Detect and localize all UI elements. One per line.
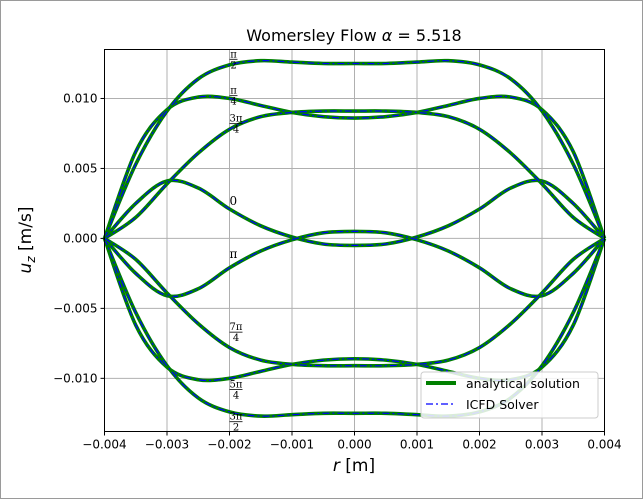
phase-denominator: 4	[233, 125, 239, 136]
analytical-profile-line	[103, 236, 606, 368]
phase-label: π	[230, 247, 238, 261]
phase-numerator: 5π	[230, 380, 243, 391]
phase-fraction-label: 3π2	[229, 412, 243, 434]
x-tick-label: −0.003	[145, 438, 189, 452]
tick-group: −0.004 −0.003 −0.002 −0.001 0.000 0.001 0.002 0…	[53, 91, 622, 451]
legend-icfd-label: ICFD Solver	[466, 397, 539, 412]
phase-denominator: 4	[233, 333, 239, 344]
x-tick-label: −0.002	[207, 438, 251, 452]
phase-fraction-label: π4	[229, 86, 238, 108]
y-tick-label: 0.000	[63, 231, 97, 245]
icfd-profile-line	[103, 59, 606, 239]
phase-numerator: π	[230, 86, 237, 97]
phase-numerator: 3π	[230, 412, 243, 423]
icfd-profile-line	[103, 95, 606, 239]
legend-box	[420, 371, 599, 419]
icfd-profile-line	[104, 230, 605, 298]
y-tick-label: 0.010	[63, 91, 97, 105]
x-tick-label: 0.004	[587, 438, 621, 452]
phase-fraction-label: 7π4	[229, 322, 243, 344]
y-axis-label: uz [m/s]	[16, 207, 38, 274]
phase-numerator: 7π	[230, 322, 243, 333]
phase-fraction-label: π2	[229, 49, 238, 71]
y-tick-label: −0.005	[53, 301, 97, 315]
analytical-profile-line	[103, 109, 606, 240]
x-tick-label: −0.004	[82, 438, 126, 452]
y-tick-label: −0.010	[53, 371, 97, 385]
icfd-profile-line	[104, 179, 605, 246]
chart-title: Womersley Flow α = 5.518	[246, 26, 461, 45]
x-tick-label: 0.000	[337, 438, 371, 452]
x-tick-label: 0.003	[525, 438, 559, 452]
x-tick-label: −0.001	[270, 438, 314, 452]
legend: analytical solution ICFD Solver	[420, 371, 599, 419]
plot-area-border	[104, 49, 605, 432]
phase-fraction-label: 5π4	[229, 380, 243, 402]
phase-denominator: 2	[230, 60, 236, 71]
y-tick-label: 0.005	[63, 161, 97, 175]
phase-denominator: 2	[233, 423, 239, 434]
legend-analytical-label: analytical solution	[466, 376, 580, 391]
icfd-profile-line	[103, 238, 606, 417]
phase-numerator: 3π	[230, 114, 243, 125]
phase-denominator: 4	[230, 97, 236, 108]
phase-fraction-label: 3π4	[229, 114, 243, 136]
series-group	[102, 58, 607, 419]
phase-denominator: 4	[233, 391, 239, 402]
x-axis-label: r [m]	[333, 456, 375, 476]
phase-numerator: π	[230, 49, 237, 60]
x-tick-label: 0.001	[400, 438, 434, 452]
phase-label: 0	[230, 194, 238, 208]
x-tick-label: 0.002	[462, 438, 496, 452]
